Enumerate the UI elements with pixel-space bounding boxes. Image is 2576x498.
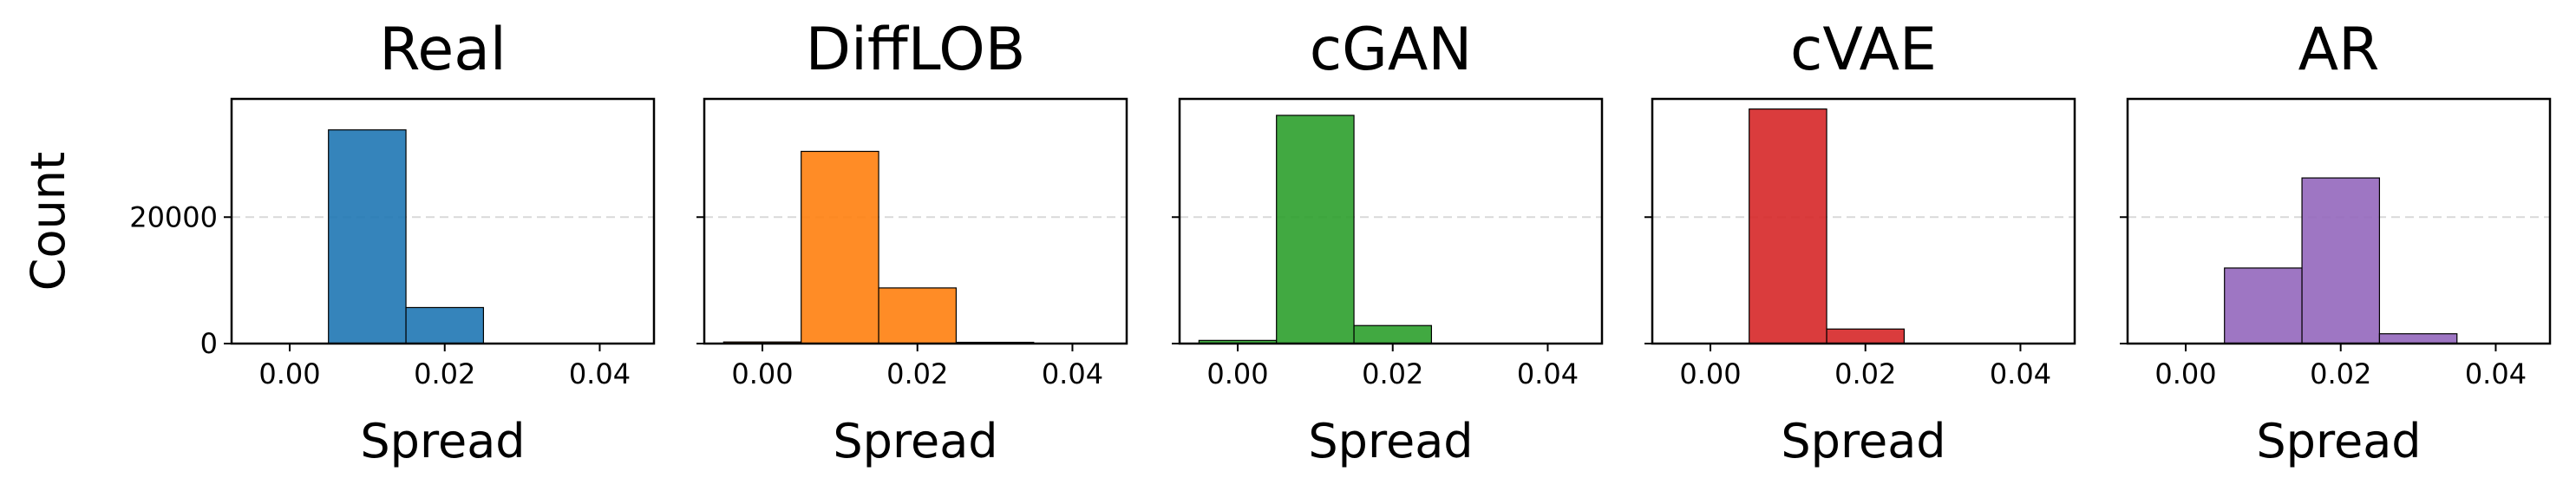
bar xyxy=(328,129,407,344)
x-tick-label: 0.04 xyxy=(569,357,631,390)
panel: Real 0 20000 0.00 0.02 0.04 Spread Count xyxy=(21,16,656,469)
y-axis-label: Count xyxy=(21,152,75,291)
bar xyxy=(801,150,879,344)
x-tick-label: 0.04 xyxy=(1990,357,2051,390)
bar xyxy=(2301,177,2381,344)
panel: cGAN 0.00 0.02 0.04 Spread xyxy=(1172,16,1604,469)
panel-title: Real xyxy=(379,16,507,84)
x-tick-label: 0.02 xyxy=(886,357,948,390)
x-tick-label: 0.00 xyxy=(731,357,793,390)
x-tick-label: 0.00 xyxy=(1679,357,1741,390)
axes-frame xyxy=(1178,97,1604,345)
panel: DiffLOB 0.00 0.02 0.04 Spread xyxy=(696,16,1128,469)
x-tick-label: 0.00 xyxy=(258,357,320,390)
panel-title: cVAE xyxy=(1790,16,1937,84)
x-tick-label: 0.04 xyxy=(1042,357,1103,390)
panel-title: cGAN xyxy=(1310,16,1472,84)
x-tick-label: 0.02 xyxy=(1834,357,1896,390)
panel-title: DiffLOB xyxy=(806,16,1026,84)
panel: AR 0.00 0.02 0.04 Spread xyxy=(2120,16,2552,469)
axes-frame xyxy=(703,97,1128,345)
x-tick-label: 0.04 xyxy=(1517,357,1579,390)
bar xyxy=(2224,267,2303,344)
x-axis-label: Spread xyxy=(360,414,525,469)
bar xyxy=(1826,328,1906,344)
x-tick-label: 0.02 xyxy=(2310,357,2371,390)
x-tick-label: 0.04 xyxy=(2465,357,2527,390)
panel: cVAE 0.00 0.02 0.04 Spread xyxy=(1644,16,2076,469)
x-axis-label: Spread xyxy=(1308,414,1473,469)
x-tick-label: 0.00 xyxy=(2154,357,2216,390)
bar xyxy=(1749,108,1827,344)
bar xyxy=(1353,324,1433,344)
bar xyxy=(2378,333,2458,344)
y-tick-label: 20000 xyxy=(129,200,218,233)
axes-frame xyxy=(2126,97,2552,345)
x-axis-label: Spread xyxy=(833,414,997,469)
bar xyxy=(405,306,485,344)
axes-frame xyxy=(230,97,656,345)
x-axis-label: Spread xyxy=(2256,414,2421,469)
x-tick-label: 0.02 xyxy=(414,357,475,390)
panel-title: AR xyxy=(2298,16,2380,84)
y-tick-label: 0 xyxy=(200,327,218,360)
x-tick-label: 0.02 xyxy=(1362,357,1423,390)
x-tick-label: 0.00 xyxy=(1206,357,1268,390)
bar xyxy=(878,287,958,344)
bar xyxy=(1276,115,1355,344)
axes-frame xyxy=(1651,97,2076,345)
x-axis-label: Spread xyxy=(1781,414,1945,469)
